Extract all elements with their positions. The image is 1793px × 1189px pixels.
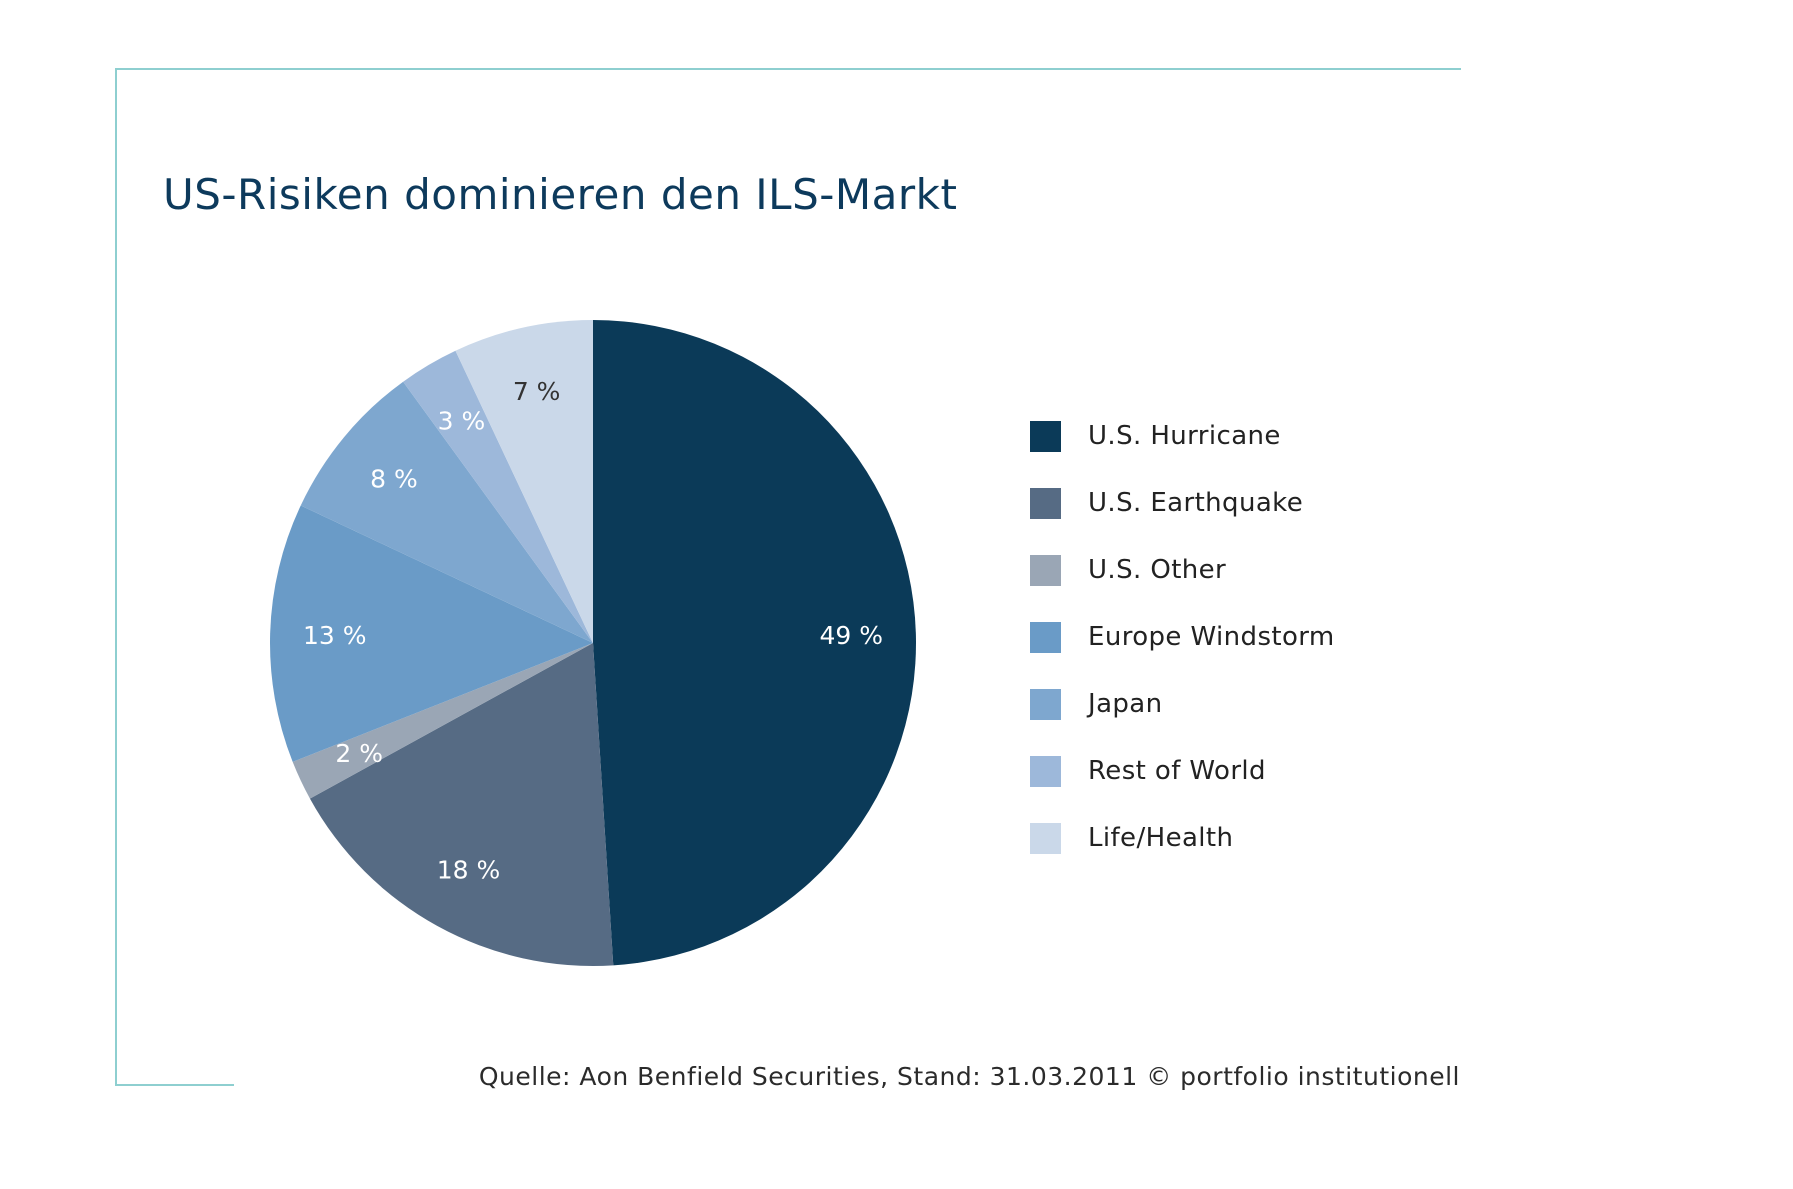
pie-slice-europe-windstorm (270, 505, 593, 762)
frame-left-line (115, 68, 117, 1086)
legend-swatch (1030, 688, 1061, 720)
legend-label: Rest of World (1088, 756, 1266, 786)
pie-label-japan: 8 % (370, 464, 418, 493)
pie-slice-life-health (455, 320, 593, 643)
pie-label-u-s-hurricane: 49 % (820, 621, 884, 650)
legend-item-u-s-earthquake: U.S. Earthquake (1030, 487, 1303, 519)
legend-swatch (1030, 554, 1061, 586)
frame-top-line (115, 68, 1461, 70)
pie-slice-japan (300, 381, 593, 643)
legend-label: U.S. Hurricane (1088, 421, 1281, 451)
legend-label: U.S. Earthquake (1088, 488, 1304, 518)
legend-item-rest-of-world: Rest of World (1030, 755, 1266, 787)
pie-label-rest-of-world: 3 % (438, 407, 486, 436)
pie-label-europe-windstorm: 13 % (303, 621, 367, 650)
legend-label: Japan (1088, 689, 1163, 719)
legend-item-europe-windstorm: Europe Windstorm (1030, 621, 1335, 653)
legend-label: Life/Health (1088, 823, 1234, 853)
legend-swatch (1030, 420, 1061, 452)
pie-slice-rest-of-world (403, 350, 593, 643)
frame-bottom-line (115, 1084, 234, 1086)
legend-item-u-s-other: U.S. Other (1030, 554, 1226, 586)
pie-label-life-health: 7 % (513, 377, 561, 406)
source-note: Quelle: Aon Benfield Securities, Stand: … (478, 1062, 1460, 1091)
legend-swatch (1030, 822, 1061, 854)
legend-label: U.S. Other (1088, 555, 1227, 585)
legend-item-u-s-hurricane: U.S. Hurricane (1030, 420, 1281, 452)
legend-swatch (1030, 621, 1061, 653)
legend-swatch (1030, 487, 1061, 519)
pie-slice-u-s-earthquake (309, 643, 614, 966)
legend-swatch (1030, 755, 1061, 787)
pie-slice-u-s-hurricane (593, 320, 916, 966)
pie-slice-u-s-other (292, 643, 593, 799)
legend-item-japan: Japan (1030, 688, 1163, 720)
pie-label-u-s-other: 2 % (335, 739, 383, 768)
legend-item-life-health: Life/Health (1030, 822, 1233, 854)
chart-title: US-Risiken dominieren den ILS-Markt (163, 170, 958, 219)
legend-label: Europe Windstorm (1088, 622, 1335, 652)
pie-label-u-s-earthquake: 18 % (437, 855, 501, 884)
